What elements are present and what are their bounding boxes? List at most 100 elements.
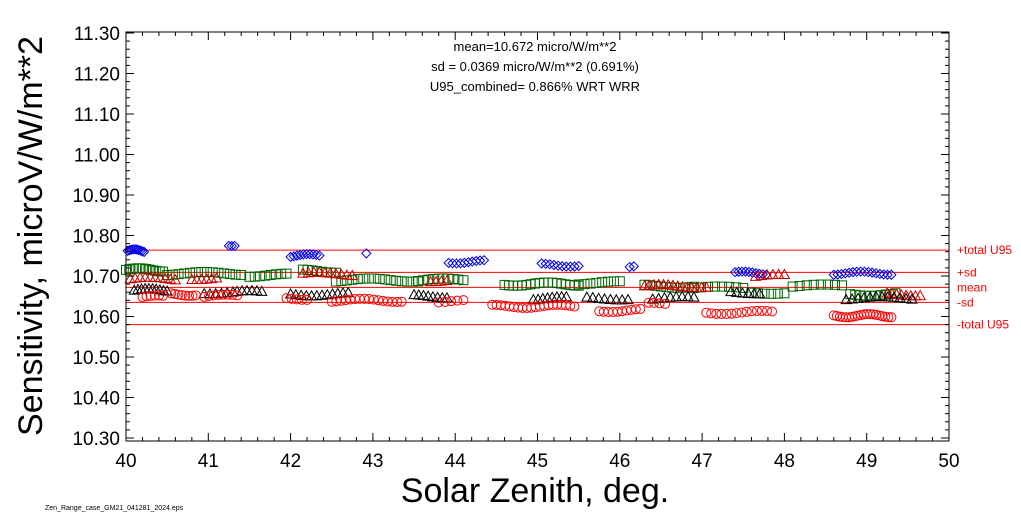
data-point-triangle	[882, 290, 894, 302]
data-point-square	[579, 279, 590, 290]
data-point-triangle	[767, 268, 779, 280]
x-tick-label: 41	[198, 451, 219, 472]
data-point-diamond	[443, 257, 454, 269]
data-point-circle	[565, 300, 576, 311]
x-tick-label: 46	[609, 451, 630, 472]
footer-filename: Zen_Range_case_GM21_041281_2024.eps	[45, 505, 184, 512]
data-point-circle	[886, 312, 897, 323]
data-point-triangle	[682, 290, 694, 302]
data-point-circle	[187, 290, 198, 301]
data-point-triangle	[852, 292, 864, 303]
data-point-diamond	[467, 256, 478, 267]
data-point-circle	[137, 292, 148, 303]
data-point-triangle	[541, 291, 554, 303]
data-point-diamond	[828, 269, 839, 280]
data-point-diamond	[229, 240, 240, 252]
data-point-triangle	[313, 266, 326, 277]
data-point-triangle	[150, 283, 163, 294]
data-point-square	[124, 264, 135, 275]
data-point-circle	[660, 298, 671, 309]
data-point-square	[224, 269, 235, 280]
data-point-circle	[746, 306, 757, 317]
data-point-diamond	[870, 268, 882, 279]
data-point-triangle	[846, 293, 858, 304]
data-point-triangle	[858, 291, 870, 303]
data-point-square	[787, 281, 798, 292]
y-tick-label: 11.00	[74, 146, 120, 167]
x-tick-label: 47	[692, 451, 713, 472]
data-point-square	[336, 276, 347, 287]
data-point-square	[655, 281, 666, 292]
y-tick-label: 10.50	[72, 348, 120, 369]
data-point-triangle	[310, 289, 323, 301]
data-point-circle	[141, 291, 152, 302]
data-point-diamond	[291, 250, 303, 261]
data-point-square	[207, 267, 218, 278]
data-point-circle	[569, 301, 580, 312]
data-point-circle	[368, 294, 379, 305]
data-point-square	[614, 276, 625, 287]
data-point-diamond	[851, 266, 863, 277]
data-point-square	[603, 276, 614, 287]
data-point-triangle	[772, 268, 785, 279]
data-point-square	[265, 269, 276, 280]
data-point-diamond	[223, 240, 235, 252]
data-point-circle	[736, 307, 747, 318]
data-point-circle	[761, 306, 772, 317]
x-tick-label: 49	[856, 451, 877, 472]
x-axis-label: Solar Zenith, deg.	[401, 472, 669, 510]
data-point-triangle	[736, 286, 749, 298]
data-point-diamond	[288, 251, 300, 262]
data-point-triangle	[840, 293, 852, 305]
data-point-triangle	[664, 291, 677, 302]
data-point-diamond	[285, 251, 296, 263]
data-point-circle	[649, 297, 660, 308]
data-point-square	[845, 289, 856, 300]
data-point-circle	[433, 297, 444, 308]
data-point-triangle	[753, 287, 766, 299]
data-point-square	[822, 279, 833, 290]
data-point-triangle	[876, 290, 888, 302]
data-point-triangle	[153, 283, 166, 295]
data-point-triangle	[408, 288, 420, 300]
data-point-diamond	[878, 269, 889, 280]
data-point-circle	[767, 306, 778, 317]
reference-line-label: -sd	[957, 295, 974, 309]
data-point-diamond	[882, 269, 893, 280]
x-tick-label: 45	[527, 451, 548, 472]
data-point-triangle	[616, 293, 629, 305]
data-point-square	[363, 273, 374, 284]
data-point-triangle	[346, 269, 359, 280]
x-tick-label: 40	[115, 451, 136, 472]
data-point-square	[402, 276, 413, 287]
data-point-triangle	[888, 291, 900, 302]
data-point-diamond	[310, 249, 322, 261]
data-point-triangle	[586, 291, 599, 303]
x-tick-label: 44	[445, 451, 467, 472]
data-point-circle	[706, 308, 717, 319]
data-point-square	[249, 271, 260, 282]
reference-line-label: +total U95	[957, 243, 1012, 257]
data-point-diamond	[573, 260, 584, 272]
data-point-diamond	[750, 268, 762, 279]
data-point-circle	[291, 294, 302, 305]
data-point-triangle	[132, 283, 144, 295]
data-point-circle	[173, 289, 184, 300]
data-point-diamond	[451, 258, 462, 269]
data-point-circle	[716, 309, 727, 320]
data-point-triangle	[441, 274, 453, 286]
data-point-triangle	[610, 293, 623, 305]
data-point-circle	[458, 295, 469, 306]
data-point-square	[236, 270, 247, 281]
data-point-square	[815, 279, 826, 290]
reference-line-label: +sd	[957, 265, 977, 279]
data-point-diamond	[470, 255, 482, 267]
data-point-diamond	[447, 258, 458, 269]
reference-line-label: mean	[957, 280, 987, 294]
data-point-square	[173, 269, 184, 280]
data-point-circle	[302, 294, 313, 305]
data-point-triangle	[638, 279, 651, 291]
data-point-circle	[392, 296, 403, 307]
data-point-square	[281, 268, 292, 279]
data-point-triangle	[210, 271, 223, 283]
